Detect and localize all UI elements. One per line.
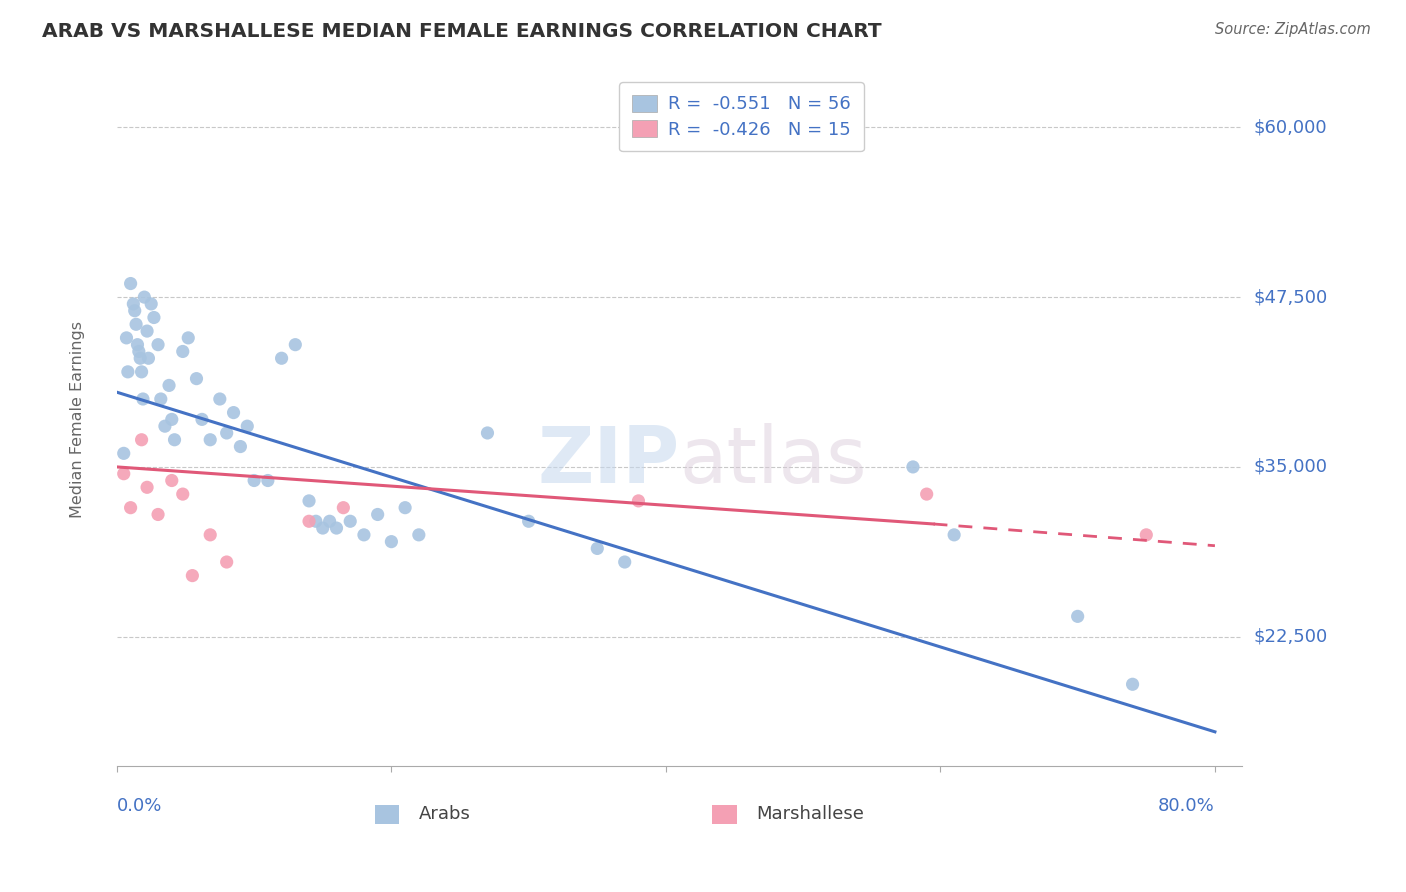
Point xyxy=(153,419,176,434)
Point xyxy=(120,500,142,515)
Point xyxy=(127,337,149,351)
Point xyxy=(901,459,924,474)
Point xyxy=(586,541,609,556)
Point xyxy=(136,480,159,494)
Point xyxy=(131,433,153,447)
Point xyxy=(120,277,142,291)
Point xyxy=(136,324,159,338)
Point xyxy=(181,568,204,582)
Point xyxy=(215,555,238,569)
Point xyxy=(915,487,938,501)
Point xyxy=(208,392,231,406)
Point xyxy=(129,351,152,366)
Text: Source: ZipAtlas.com: Source: ZipAtlas.com xyxy=(1215,22,1371,37)
Point xyxy=(613,555,636,569)
Point xyxy=(131,365,153,379)
Point xyxy=(1135,528,1157,542)
Point xyxy=(163,433,186,447)
Point xyxy=(627,494,650,508)
Point xyxy=(298,494,321,508)
Point xyxy=(305,514,328,528)
Point xyxy=(943,528,966,542)
Point xyxy=(367,508,389,522)
Text: 80.0%: 80.0% xyxy=(1159,797,1215,815)
Point xyxy=(122,297,145,311)
Text: $47,500: $47,500 xyxy=(1254,288,1327,306)
Point xyxy=(177,331,200,345)
Point xyxy=(157,378,180,392)
Point xyxy=(141,297,163,311)
Point xyxy=(172,487,194,501)
Point xyxy=(298,514,321,528)
Text: 0.0%: 0.0% xyxy=(117,797,162,815)
Point xyxy=(172,344,194,359)
Point xyxy=(186,371,208,385)
Point xyxy=(132,392,155,406)
Text: $60,000: $60,000 xyxy=(1254,119,1327,136)
Point xyxy=(200,433,222,447)
Point xyxy=(312,521,335,535)
Point xyxy=(477,425,499,440)
Point xyxy=(222,406,245,420)
Text: Marshallese: Marshallese xyxy=(756,805,865,823)
Point xyxy=(115,331,138,345)
Point xyxy=(325,521,347,535)
Point xyxy=(200,528,222,542)
Point xyxy=(134,290,156,304)
Text: Median Female Earnings: Median Female Earnings xyxy=(70,321,84,518)
Text: Arabs: Arabs xyxy=(419,805,471,823)
Point xyxy=(112,467,135,481)
Bar xyxy=(374,805,399,824)
Point xyxy=(236,419,259,434)
Point xyxy=(380,534,402,549)
Point xyxy=(257,474,280,488)
Legend: R =  -0.551   N = 56, R =  -0.426   N = 15: R = -0.551 N = 56, R = -0.426 N = 15 xyxy=(620,82,863,152)
Point xyxy=(160,412,183,426)
Point xyxy=(117,365,139,379)
Text: ZIP: ZIP xyxy=(537,423,679,499)
Point xyxy=(229,440,252,454)
Point xyxy=(284,337,307,351)
Text: $22,500: $22,500 xyxy=(1254,628,1327,646)
Point xyxy=(1122,677,1144,691)
Point xyxy=(191,412,214,426)
Point xyxy=(125,318,148,332)
Point xyxy=(149,392,172,406)
Text: $35,000: $35,000 xyxy=(1254,458,1327,476)
Text: ARAB VS MARSHALLESE MEDIAN FEMALE EARNINGS CORRELATION CHART: ARAB VS MARSHALLESE MEDIAN FEMALE EARNIN… xyxy=(42,22,882,41)
Point xyxy=(142,310,165,325)
Point xyxy=(339,514,361,528)
Point xyxy=(160,474,183,488)
Point xyxy=(1066,609,1088,624)
Point xyxy=(146,337,169,351)
Point xyxy=(112,446,135,460)
Point xyxy=(124,303,146,318)
Bar xyxy=(713,805,737,824)
Point xyxy=(318,514,340,528)
Text: atlas: atlas xyxy=(679,423,868,499)
Point xyxy=(394,500,416,515)
Point xyxy=(128,344,150,359)
Point xyxy=(353,528,375,542)
Point xyxy=(332,500,354,515)
Point xyxy=(215,425,238,440)
Point xyxy=(243,474,266,488)
Point xyxy=(517,514,540,528)
Point xyxy=(408,528,430,542)
Point xyxy=(270,351,292,366)
Point xyxy=(146,508,169,522)
Point xyxy=(138,351,160,366)
